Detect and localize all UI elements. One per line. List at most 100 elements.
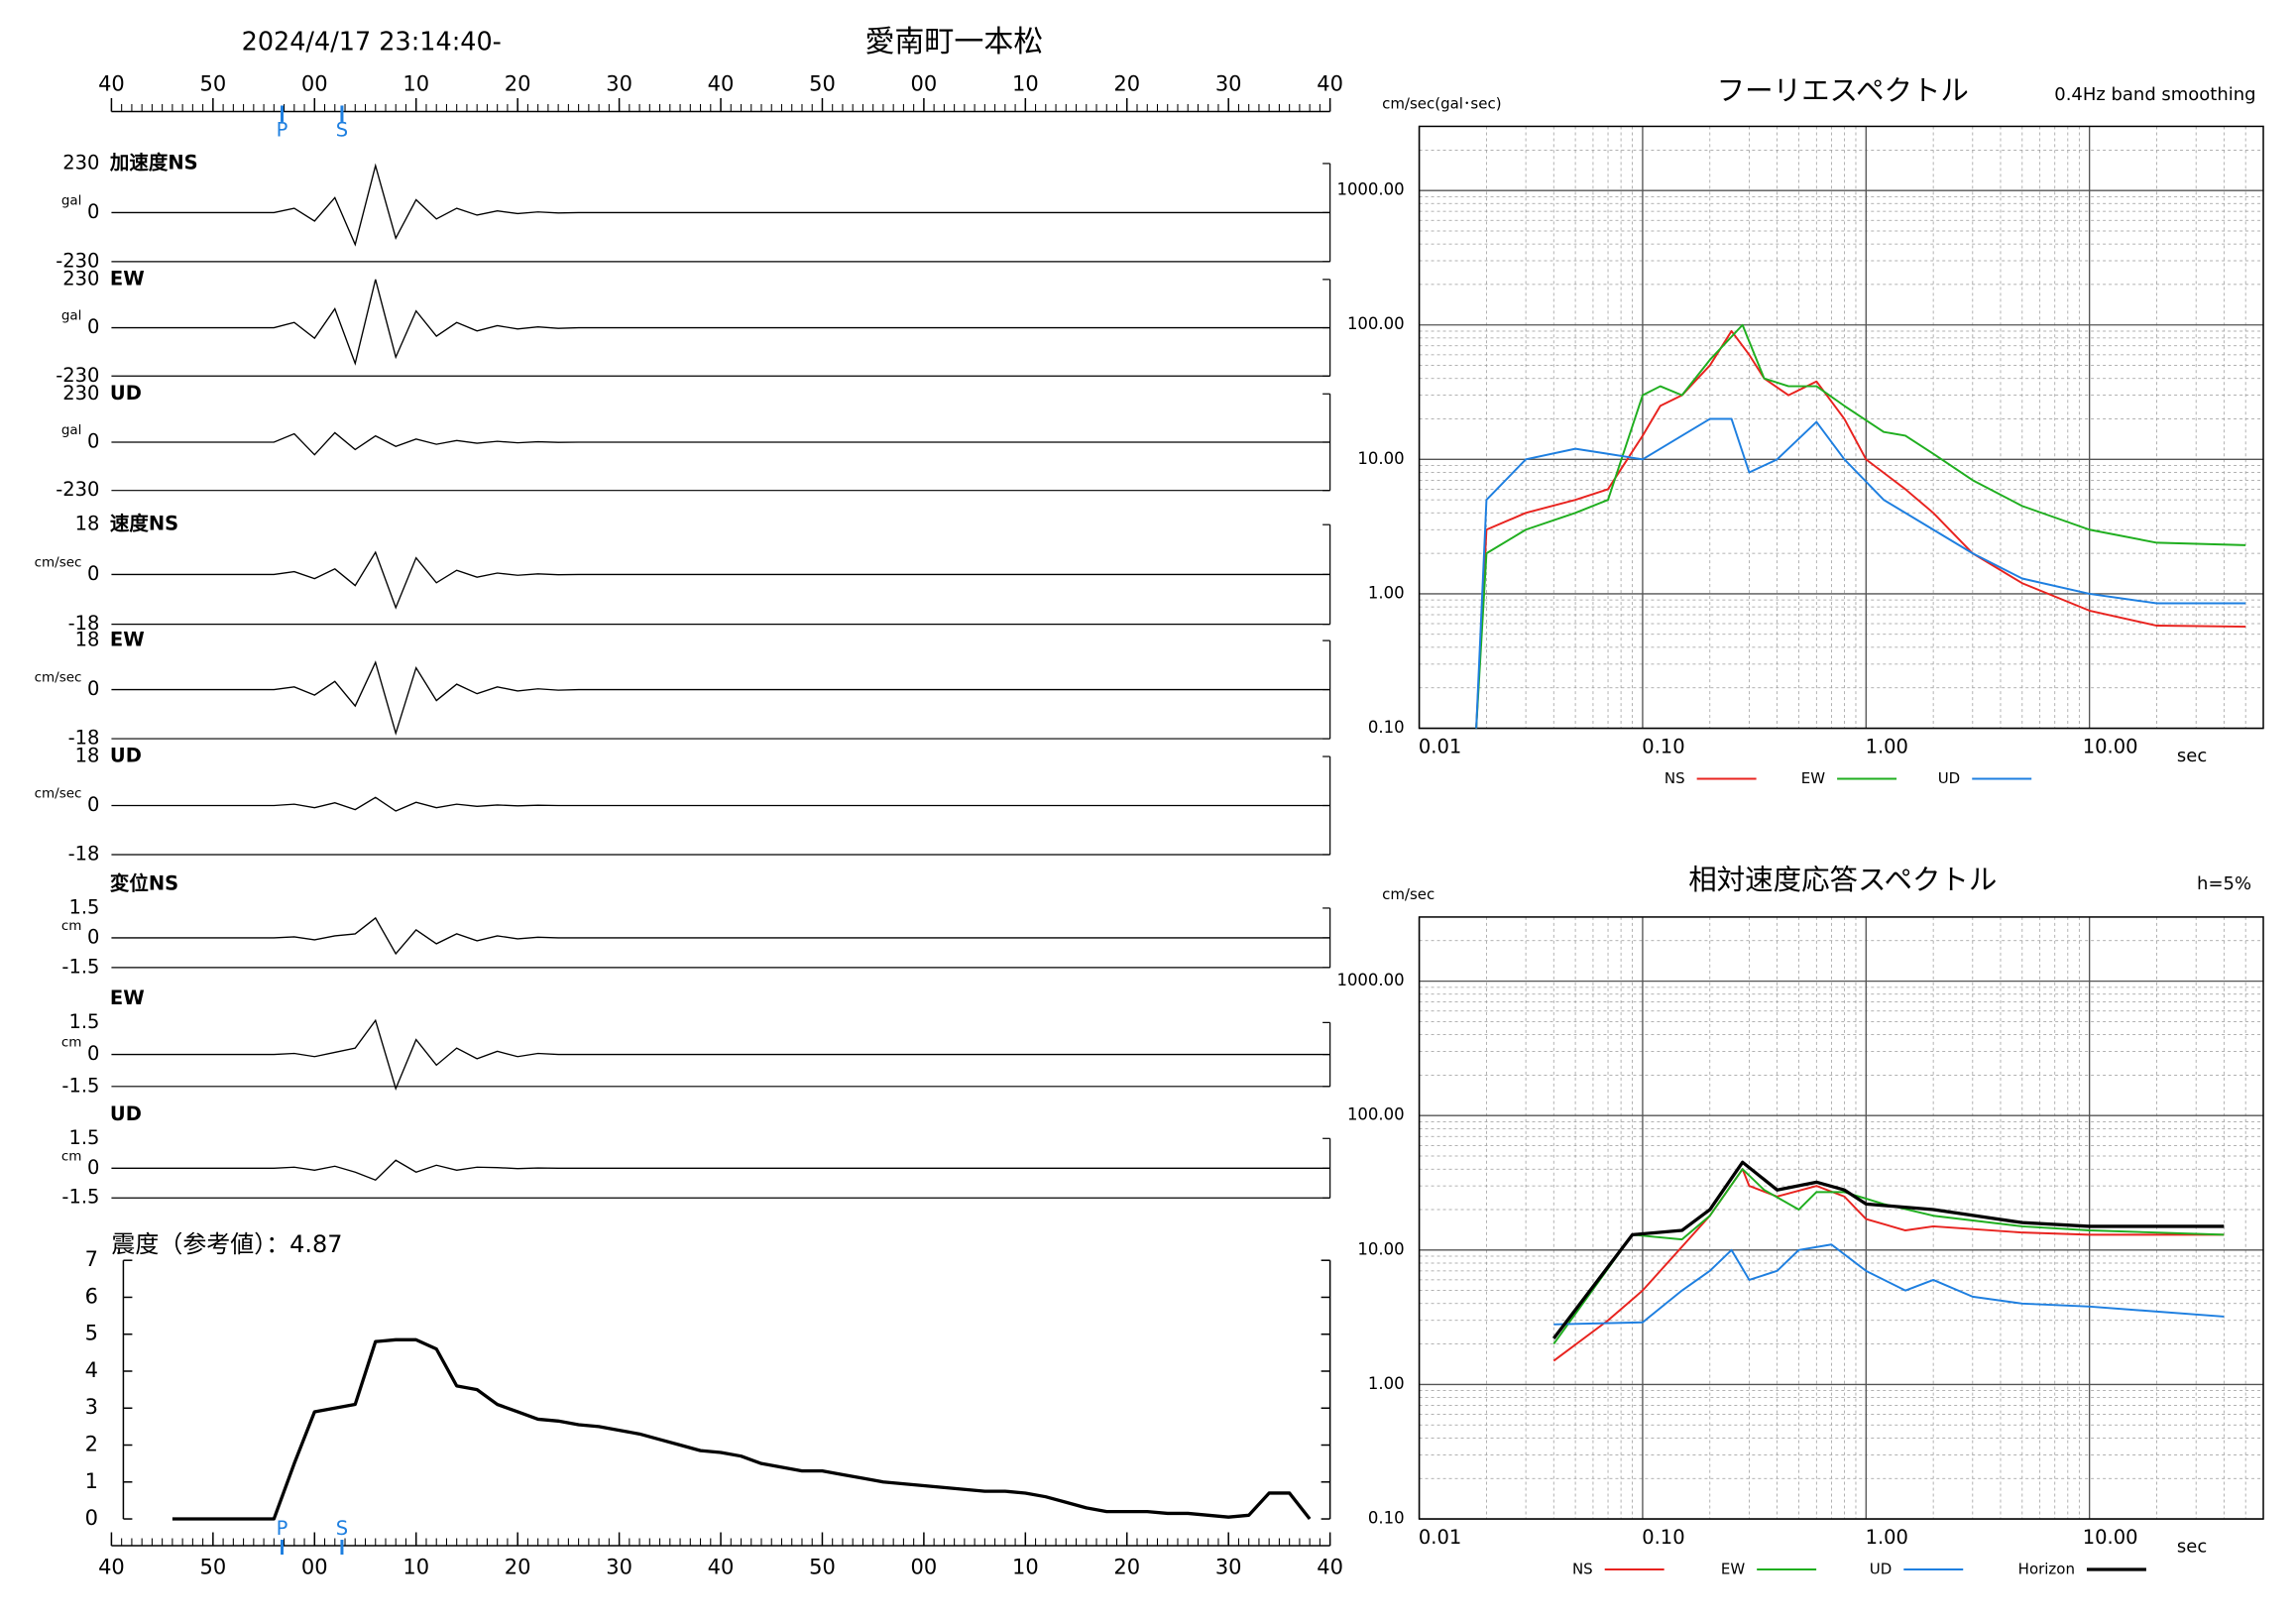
y-tick-label: 1000.00 xyxy=(1336,971,1404,989)
time-tick-label: 00 xyxy=(911,1556,938,1579)
y-tick-label: -230 xyxy=(56,364,99,387)
time-tick-label: 30 xyxy=(1215,1556,1242,1579)
legend-label: UD xyxy=(1938,769,1961,787)
legend-label: EW xyxy=(1801,769,1825,787)
fourier-y-label: cm/sec(gal･sec) xyxy=(1382,94,1501,112)
unit-label: cm/sec xyxy=(35,554,82,570)
phase-label: P xyxy=(277,118,288,141)
y-tick-label: 0 xyxy=(85,1506,98,1530)
phase-label: S xyxy=(336,118,348,141)
y-tick-label: 10.00 xyxy=(1357,1239,1404,1258)
y-tick-label: 0.10 xyxy=(1368,1509,1405,1528)
y-tick-label: 1.00 xyxy=(1368,583,1405,602)
y-tick-label: 0 xyxy=(87,793,99,816)
waveform xyxy=(111,1159,1330,1182)
y-tick-label: 230 xyxy=(62,151,99,174)
y-tick-label: -1.5 xyxy=(61,1074,99,1097)
y-tick-label: -1.5 xyxy=(61,1186,99,1209)
fourier-title: フーリエスペクトル xyxy=(1717,74,1969,107)
unit-label: cm/sec xyxy=(35,670,82,686)
panel-label: UD xyxy=(110,1102,142,1125)
x-tick-label: 10.00 xyxy=(2083,736,2138,758)
unit-label: cm xyxy=(61,1035,82,1051)
y-tick-label: -18 xyxy=(68,842,100,865)
y-tick-label: 3 xyxy=(85,1395,98,1419)
y-tick-label: 4 xyxy=(85,1358,98,1382)
legend-label: Horizon xyxy=(2018,1561,2075,1578)
panel-label: 変位NS xyxy=(110,871,178,894)
station-title: 愛南町一本松 xyxy=(864,25,1043,59)
intensity-curve xyxy=(172,1337,1312,1521)
y-tick-label: -18 xyxy=(68,612,100,635)
unit-label: gal xyxy=(61,308,82,324)
panel-label: 速度NS xyxy=(110,513,178,535)
panel-label: UD xyxy=(110,382,142,405)
waveform xyxy=(111,550,1330,610)
time-tick-label: 40 xyxy=(1317,1556,1343,1579)
waveform xyxy=(111,279,1330,366)
spectrum-line xyxy=(1552,1168,2225,1345)
y-tick-label: 0 xyxy=(87,1042,99,1065)
response-y-label: cm/sec xyxy=(1382,885,1435,903)
spectrum-line xyxy=(1551,1160,2225,1339)
spectrum-line xyxy=(1552,1168,2225,1362)
legend-label: EW xyxy=(1721,1561,1745,1578)
panel-label: 加速度NS xyxy=(109,151,198,174)
y-tick-label: 0.10 xyxy=(1368,718,1405,737)
y-tick-label: 0 xyxy=(87,315,99,338)
time-tick-label: 40 xyxy=(98,1556,125,1579)
time-tick-label: 30 xyxy=(606,1556,632,1579)
y-tick-label: 100.00 xyxy=(1347,314,1405,333)
y-tick-label: 18 xyxy=(75,745,100,767)
fourier-x-label: sec xyxy=(2177,746,2207,766)
y-tick-label: 2 xyxy=(85,1433,98,1456)
time-tick-label: 30 xyxy=(606,71,632,95)
y-tick-label: -18 xyxy=(68,727,100,750)
time-tick-label: 30 xyxy=(1215,71,1242,95)
panel-label: EW xyxy=(110,986,145,1009)
y-tick-label: 1 xyxy=(85,1469,98,1493)
x-tick-label: 1.00 xyxy=(1866,1526,1908,1549)
unit-label: cm xyxy=(61,1148,82,1164)
x-tick-label: 0.10 xyxy=(1642,736,1684,758)
phase-label: S xyxy=(336,1517,348,1540)
y-tick-label: 18 xyxy=(75,629,100,651)
y-tick-label: 1000.00 xyxy=(1336,180,1404,199)
time-tick-label: 00 xyxy=(301,1556,328,1579)
y-tick-label: 1.5 xyxy=(68,1010,99,1033)
y-tick-label: 230 xyxy=(62,382,99,405)
time-tick-label: 50 xyxy=(809,1556,836,1579)
spectrum-line xyxy=(1553,1243,2225,1326)
record-time: 2024/4/17 23:14:40- xyxy=(242,28,502,58)
time-tick-label: 20 xyxy=(1113,71,1140,95)
phase-label: P xyxy=(277,1517,288,1540)
waveform xyxy=(111,163,1330,247)
waveform xyxy=(111,1018,1330,1091)
x-tick-label: 0.01 xyxy=(1419,1526,1461,1549)
y-tick-label: 0 xyxy=(87,200,99,223)
time-tick-label: 40 xyxy=(1317,71,1343,95)
time-tick-label: 20 xyxy=(1113,1556,1140,1579)
intensity-title: 震度（参考値）：4.87 xyxy=(111,1230,342,1258)
time-tick-label: 50 xyxy=(809,71,836,95)
y-tick-label: 1.5 xyxy=(68,1126,99,1149)
response-title: 相対速度応答スペクトル xyxy=(1688,864,1997,896)
time-tick-label: 10 xyxy=(402,1556,429,1579)
y-tick-label: 0 xyxy=(87,429,99,452)
time-tick-label: 50 xyxy=(200,1556,227,1579)
x-tick-label: 1.00 xyxy=(1866,736,1908,758)
time-tick-label: 00 xyxy=(911,71,938,95)
panel-label: EW xyxy=(110,629,145,651)
time-tick-label: 40 xyxy=(708,71,735,95)
legend-label: UD xyxy=(1870,1561,1893,1578)
unit-label: cm xyxy=(61,918,82,934)
y-tick-label: 0 xyxy=(87,562,99,585)
y-tick-label: 5 xyxy=(85,1322,98,1345)
time-tick-label: 10 xyxy=(1012,1556,1039,1579)
fourier-subtitle: 0.4Hz band smoothing xyxy=(2054,84,2255,105)
panel-label: UD xyxy=(110,745,142,767)
plot-frame xyxy=(1418,916,2264,1520)
y-tick-label: 7 xyxy=(85,1247,98,1271)
